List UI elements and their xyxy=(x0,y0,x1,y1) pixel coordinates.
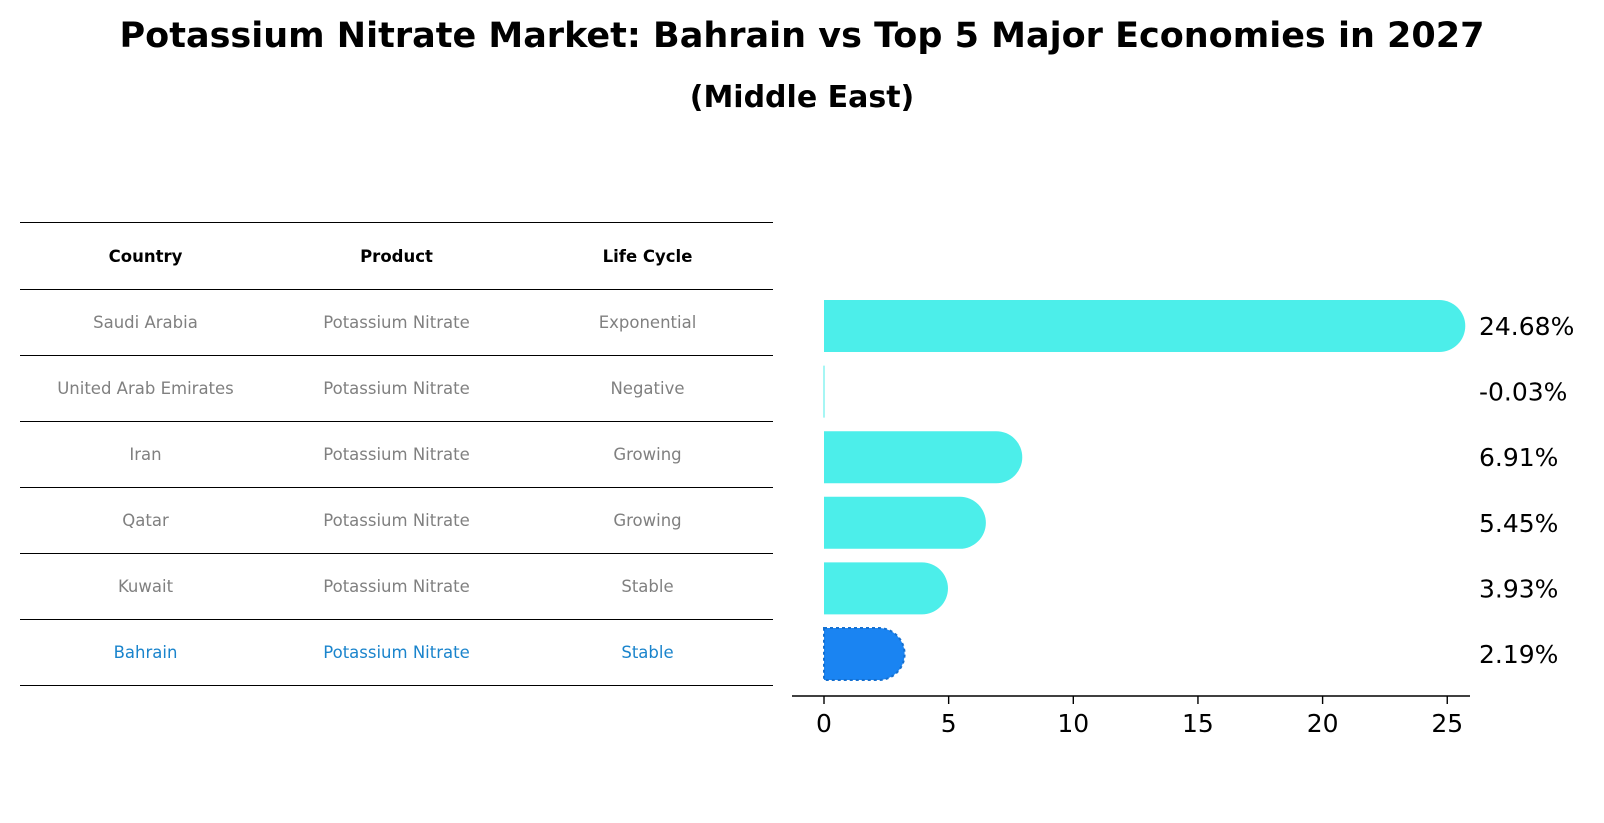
bar xyxy=(824,496,986,549)
country-cell: Iran xyxy=(129,445,162,464)
x-tick-label: 10 xyxy=(1057,709,1089,738)
table-row: Iran Potassium Nitrate Growing xyxy=(20,422,773,488)
bar xyxy=(824,431,1023,484)
country-cell: Qatar xyxy=(122,511,169,530)
chart-title: Potassium Nitrate Market: Bahrain vs Top… xyxy=(119,16,1485,56)
value-label: 24.68% xyxy=(1479,312,1574,341)
table-row: Kuwait Potassium Nitrate Stable xyxy=(20,554,773,620)
bar xyxy=(824,300,1466,352)
country-cell: United Arab Emirates xyxy=(57,379,234,398)
header-country: Country xyxy=(108,246,183,266)
life-cycle-cell: Growing xyxy=(613,445,682,464)
life-cycle-cell: Stable xyxy=(621,577,674,596)
value-label: 6.91% xyxy=(1479,443,1558,472)
life-cycle-cell: Negative xyxy=(610,379,685,398)
product-cell: Potassium Nitrate xyxy=(323,577,470,596)
value-label: 3.93% xyxy=(1479,574,1558,603)
table-row-highlighted: Bahrain Potassium Nitrate Stable xyxy=(20,620,773,686)
bar xyxy=(824,562,948,615)
value-label: 2.19% xyxy=(1479,640,1558,669)
value-label: -0.03% xyxy=(1479,378,1567,407)
table-row: Qatar Potassium Nitrate Growing xyxy=(20,488,773,554)
country-cell: Kuwait xyxy=(117,577,174,596)
x-tick-label: 0 xyxy=(816,709,832,738)
x-tick-label: 5 xyxy=(941,709,957,738)
market-table: Country Product Life Cycle Saudi Arabia … xyxy=(20,222,773,686)
life-cycle-cell: Stable xyxy=(621,643,674,662)
product-cell: Potassium Nitrate xyxy=(323,313,470,332)
life-cycle-cell: Growing xyxy=(613,511,682,530)
country-cell: Saudi Arabia xyxy=(93,313,198,332)
table-row: Saudi Arabia Potassium Nitrate Exponenti… xyxy=(20,290,773,356)
product-cell: Potassium Nitrate xyxy=(323,511,470,530)
header-life-cycle: Life Cycle xyxy=(602,246,693,266)
country-cell: Bahrain xyxy=(113,643,178,662)
product-cell: Potassium Nitrate xyxy=(323,643,470,662)
x-tick-label: 20 xyxy=(1307,709,1339,738)
x-tick-label: 15 xyxy=(1182,709,1214,738)
bar xyxy=(823,365,825,418)
value-label: 5.45% xyxy=(1479,509,1558,538)
life-cycle-cell: Exponential xyxy=(598,313,697,332)
chart-subtitle: (Middle East) xyxy=(689,80,915,115)
header-product: Product xyxy=(360,246,433,266)
product-cell: Potassium Nitrate xyxy=(323,445,470,464)
table-header: Country Product Life Cycle xyxy=(20,222,773,290)
product-cell: Potassium Nitrate xyxy=(323,379,470,398)
x-tick-label: 25 xyxy=(1431,709,1463,738)
table-row: United Arab Emirates Potassium Nitrate N… xyxy=(20,356,773,422)
bar-highlighted xyxy=(823,627,906,681)
